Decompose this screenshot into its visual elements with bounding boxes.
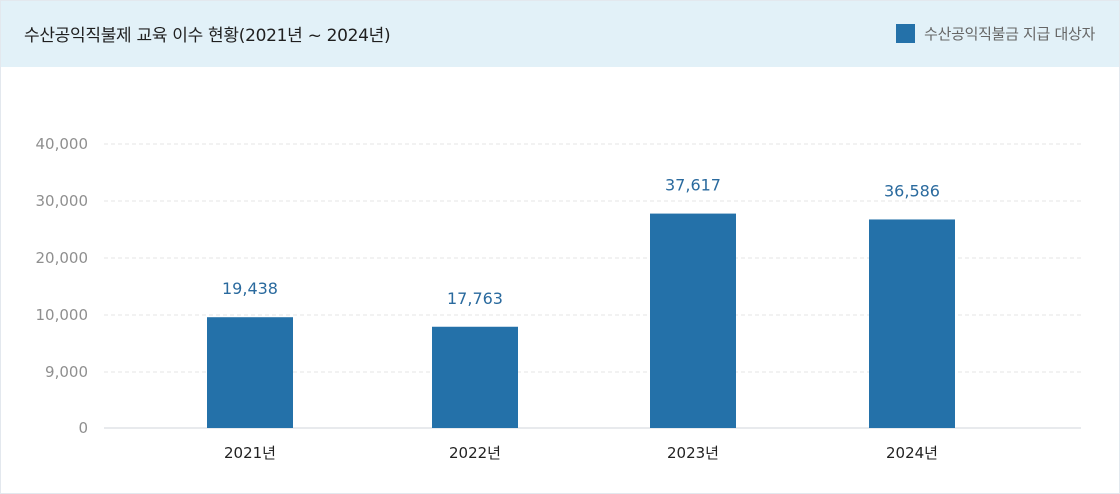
- bar: [650, 213, 736, 428]
- bar-value-label: 19,438: [222, 279, 278, 298]
- x-category-label: 2024년: [886, 444, 938, 462]
- x-category-label: 2022년: [449, 444, 501, 462]
- y-tick-label: 10,000: [36, 306, 89, 324]
- chart-title: 수산공익직불제 교육 이수 현황(2021년 ~ 2024년): [24, 26, 391, 46]
- bar: [869, 219, 955, 428]
- y-tick-label: 20,000: [36, 249, 89, 267]
- bar-value-label: 17,763: [447, 289, 503, 308]
- bar-value-label: 36,586: [884, 181, 940, 200]
- y-tick-label: 40,000: [36, 135, 89, 153]
- bar-value-label: 37,617: [665, 176, 721, 195]
- chart-legend: 수산공익직불금 지급 대상자: [896, 23, 1095, 44]
- bar: [432, 326, 518, 428]
- y-tick-label: 30,000: [36, 192, 89, 210]
- x-category-label: 2021년: [224, 444, 276, 462]
- chart-header: 수산공익직불제 교육 이수 현황(2021년 ~ 2024년) 수산공익직불금 …: [1, 1, 1119, 67]
- legend-label: 수산공익직불금 지급 대상자: [924, 25, 1095, 43]
- y-tick-label: 9,000: [45, 363, 88, 381]
- y-tick-label: 0: [78, 419, 88, 437]
- legend-swatch: [896, 24, 916, 43]
- bar: [207, 317, 293, 428]
- x-category-label: 2023년: [667, 444, 719, 462]
